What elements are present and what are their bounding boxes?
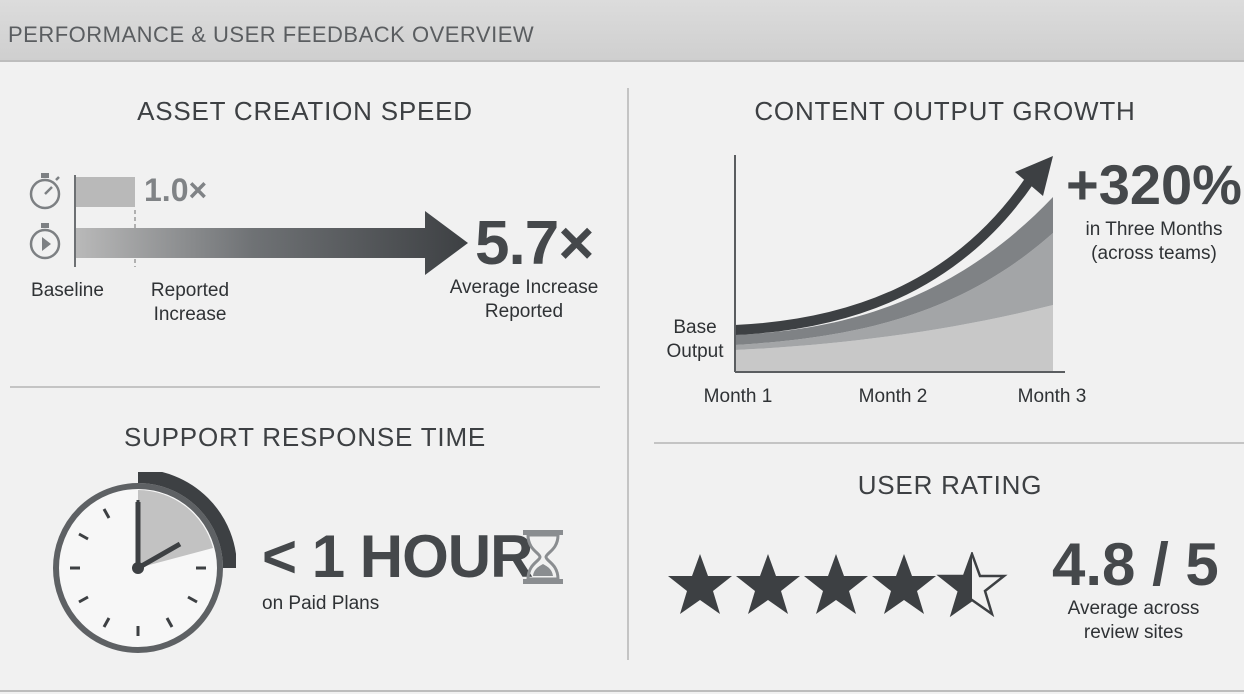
support-title: SUPPORT RESPONSE TIME (123, 422, 487, 452)
increase-label: Reported Increase (130, 279, 250, 327)
content-growth-title: CONTENT OUTPUT GROWTH (754, 96, 1136, 126)
support-headline: < 1 HOUR (262, 523, 533, 590)
increase-label-line-2: Increase (153, 304, 227, 325)
page-title: PERFORMANCE & USER FEEDBACK OVERVIEW (8, 22, 535, 47)
result-value: 5.7× (475, 209, 594, 278)
growth-chart (734, 155, 1065, 373)
asset-speed-title: ASSET CREATION SPEED (137, 96, 473, 126)
growth-arrow (734, 177, 1035, 335)
star-rating (668, 552, 1006, 616)
growth-layer-light (735, 305, 1053, 372)
star-icon (872, 554, 936, 614)
increase-label-line-1: Reported (150, 280, 230, 301)
baseline-bar (76, 177, 135, 207)
growth-sub-line-2: (across teams) (1091, 243, 1217, 264)
star-half-icon (938, 552, 1006, 616)
rating-title: USER RATING (857, 470, 1043, 500)
star-icon (736, 554, 800, 614)
star-icon (804, 554, 868, 614)
header-bar: PERFORMANCE & USER FEEDBACK OVERVIEW (0, 0, 1244, 62)
growth-sub: in Three Months (across teams) (1062, 218, 1244, 266)
base-output-line-1: Base (673, 317, 717, 338)
base-output-label: Base Output (655, 316, 735, 364)
clock-icon (53, 472, 236, 653)
x-label-month-3: Month 3 (1017, 386, 1087, 407)
rating-value: 4.8 / 5 (1052, 531, 1219, 598)
x-label-month-1: Month 1 (703, 386, 773, 407)
rating-sub-line-1: Average across (1067, 598, 1200, 619)
bottom-divider (0, 690, 1244, 692)
support-sub: on Paid Plans (262, 593, 380, 614)
vertical-divider (627, 88, 629, 660)
base-output-line-2: Output (666, 341, 724, 362)
result-label-line-1: Average Increase (449, 277, 599, 298)
x-label-month-2: Month 2 (858, 386, 928, 407)
growth-headline: +320% (1066, 153, 1242, 216)
star-icon (668, 554, 732, 614)
growth-sub-line-1: in Three Months (1085, 219, 1223, 240)
right-divider (654, 442, 1244, 444)
rating-sub-line-2: review sites (1083, 622, 1184, 643)
asset-speed-graphic (29, 173, 468, 275)
stopwatch-icon (29, 173, 61, 210)
rating-sub: Average across review sites (1046, 597, 1221, 645)
stopwatch-icon (29, 223, 61, 260)
result-label-line-2: Reported (484, 301, 564, 322)
left-divider (10, 386, 600, 388)
increase-arrow (76, 211, 468, 275)
growth-arrow-head (1015, 156, 1053, 196)
growth-layer-dark (735, 197, 1053, 345)
baseline-label: Baseline (31, 280, 104, 301)
growth-layer-mid (735, 233, 1053, 350)
result-label: Average Increase Reported (440, 276, 608, 324)
baseline-value: 1.0× (144, 172, 208, 208)
hourglass-icon (523, 530, 563, 584)
